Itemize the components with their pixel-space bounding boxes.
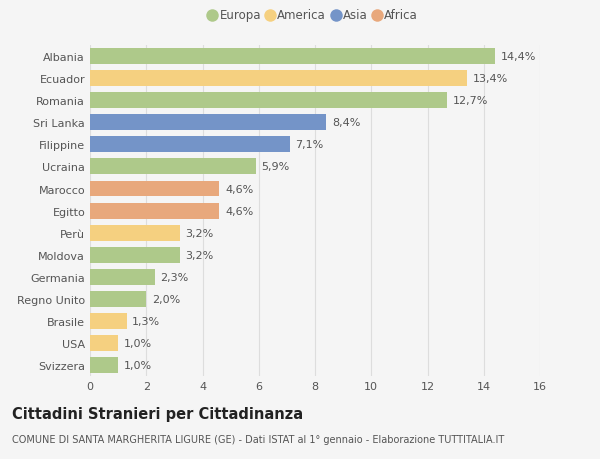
Text: 14,4%: 14,4%: [500, 52, 536, 62]
Bar: [90, 137, 290, 153]
Bar: [90, 115, 326, 131]
Text: 3,2%: 3,2%: [185, 250, 214, 260]
Bar: [90, 247, 180, 263]
Text: 4,6%: 4,6%: [225, 184, 253, 194]
Text: Cittadini Stranieri per Cittadinanza: Cittadini Stranieri per Cittadinanza: [12, 406, 303, 421]
Bar: [90, 181, 220, 197]
Text: 1,3%: 1,3%: [132, 316, 160, 326]
Bar: [90, 159, 256, 175]
Text: 1,0%: 1,0%: [124, 338, 152, 348]
Text: 1,0%: 1,0%: [124, 360, 152, 370]
Bar: [90, 203, 220, 219]
Bar: [90, 358, 118, 373]
Bar: [90, 313, 127, 329]
Bar: [90, 49, 495, 65]
Text: 13,4%: 13,4%: [473, 74, 508, 84]
Bar: [90, 269, 155, 285]
Legend: Europa, America, Asia, Africa: Europa, America, Asia, Africa: [212, 9, 418, 22]
Text: 7,1%: 7,1%: [295, 140, 323, 150]
Text: COMUNE DI SANTA MARGHERITA LIGURE (GE) - Dati ISTAT al 1° gennaio - Elaborazione: COMUNE DI SANTA MARGHERITA LIGURE (GE) -…: [12, 434, 504, 444]
Bar: [90, 93, 447, 109]
Text: 2,0%: 2,0%: [152, 294, 180, 304]
Bar: [90, 291, 146, 307]
Text: 12,7%: 12,7%: [453, 96, 488, 106]
Text: 8,4%: 8,4%: [332, 118, 360, 128]
Text: 3,2%: 3,2%: [185, 228, 214, 238]
Text: 2,3%: 2,3%: [160, 272, 188, 282]
Bar: [90, 336, 118, 351]
Bar: [90, 71, 467, 87]
Text: 4,6%: 4,6%: [225, 206, 253, 216]
Bar: [90, 225, 180, 241]
Text: 5,9%: 5,9%: [262, 162, 290, 172]
